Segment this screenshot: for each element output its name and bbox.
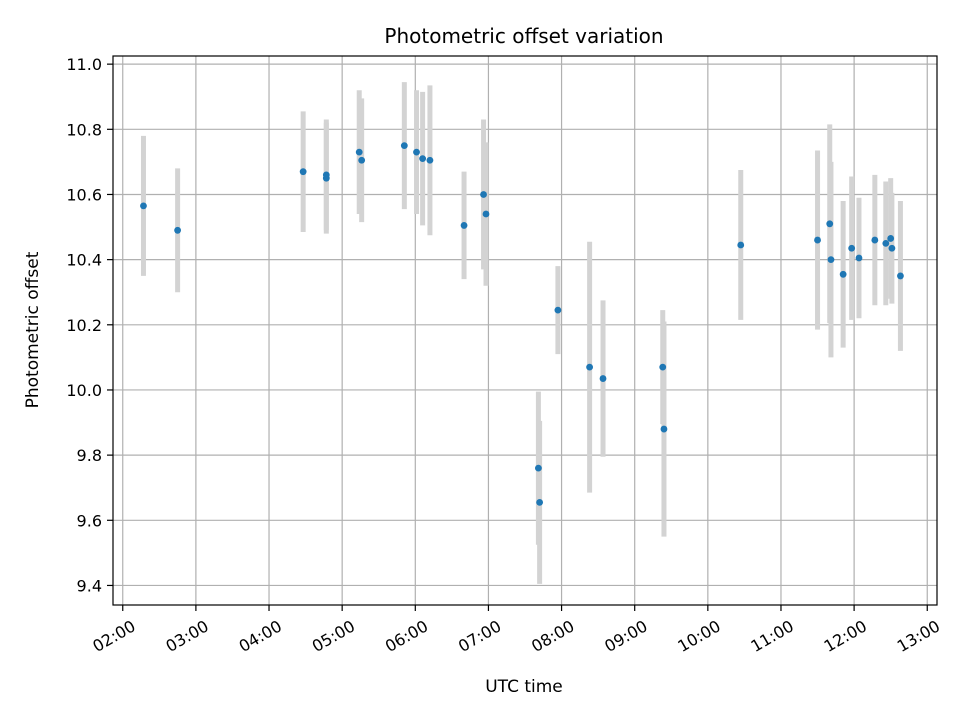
data-point bbox=[599, 375, 607, 382]
data-point bbox=[536, 498, 544, 506]
data-point bbox=[358, 156, 366, 164]
data-point bbox=[897, 272, 904, 280]
data-point bbox=[855, 254, 863, 262]
y-tick-label: 9.8 bbox=[77, 446, 102, 465]
data-point bbox=[355, 148, 363, 156]
x-tick-label: 13:00 bbox=[894, 616, 943, 656]
data-point bbox=[586, 363, 594, 371]
data-point bbox=[400, 142, 408, 149]
data-point bbox=[419, 155, 427, 163]
y-tick-label: 10.0 bbox=[66, 381, 102, 400]
y-tick-label: 9.4 bbox=[77, 576, 102, 595]
grid-lines bbox=[113, 56, 937, 605]
data-point bbox=[848, 244, 856, 252]
x-tick-label: 02:00 bbox=[89, 616, 138, 656]
data-point bbox=[827, 256, 835, 264]
data-point bbox=[460, 222, 468, 229]
data-point bbox=[480, 191, 487, 198]
data-point bbox=[888, 244, 896, 252]
data-point bbox=[482, 210, 490, 218]
data-point bbox=[826, 220, 834, 228]
data-point bbox=[140, 202, 147, 210]
x-axis-ticks: 02:00 03:00 04:00 05:00 06:00 07:00 08:00 09:00… bbox=[89, 605, 943, 656]
data-point bbox=[535, 464, 542, 472]
data-points bbox=[140, 142, 904, 506]
x-tick-label: 03:00 bbox=[162, 616, 211, 656]
error-bars bbox=[140, 82, 903, 584]
y-tick-label: 11.0 bbox=[66, 55, 102, 74]
data-point bbox=[659, 363, 667, 371]
data-point bbox=[554, 306, 562, 314]
data-point bbox=[174, 226, 182, 234]
x-tick-label: 04:00 bbox=[236, 616, 285, 656]
x-tick-label: 12:00 bbox=[821, 616, 870, 656]
data-point bbox=[839, 270, 847, 278]
y-axis-ticks: 9.4 9.6 9.8 10.0 10.2 10.4 10.6 10.8 11.0 bbox=[66, 55, 113, 595]
x-tick-label: 09:00 bbox=[601, 616, 650, 656]
data-point bbox=[814, 236, 821, 244]
data-point bbox=[322, 171, 330, 179]
y-tick-label: 10.8 bbox=[66, 120, 102, 139]
data-point bbox=[413, 148, 420, 156]
x-tick-label: 07:00 bbox=[455, 616, 504, 656]
data-point bbox=[871, 236, 879, 244]
x-tick-label: 10:00 bbox=[674, 616, 723, 656]
chart-title: Photometric offset variation bbox=[384, 24, 663, 48]
x-tick-label: 06:00 bbox=[382, 616, 431, 656]
x-tick-label: 05:00 bbox=[309, 616, 358, 656]
data-point bbox=[737, 241, 745, 249]
data-point bbox=[660, 425, 668, 433]
y-tick-label: 10.2 bbox=[66, 316, 102, 335]
x-axis-label: UTC time bbox=[485, 677, 563, 697]
data-point bbox=[299, 168, 307, 176]
x-tick-label: 11:00 bbox=[748, 616, 797, 656]
data-point bbox=[882, 239, 890, 247]
data-point bbox=[887, 235, 895, 242]
y-axis-label: Photometric offset bbox=[23, 251, 43, 408]
y-tick-label: 10.6 bbox=[66, 185, 102, 204]
plot-frame bbox=[112, 55, 938, 606]
x-tick-label: 08:00 bbox=[528, 616, 577, 656]
y-tick-label: 10.4 bbox=[66, 251, 102, 270]
data-point bbox=[426, 156, 434, 164]
y-tick-label: 9.6 bbox=[77, 511, 102, 530]
